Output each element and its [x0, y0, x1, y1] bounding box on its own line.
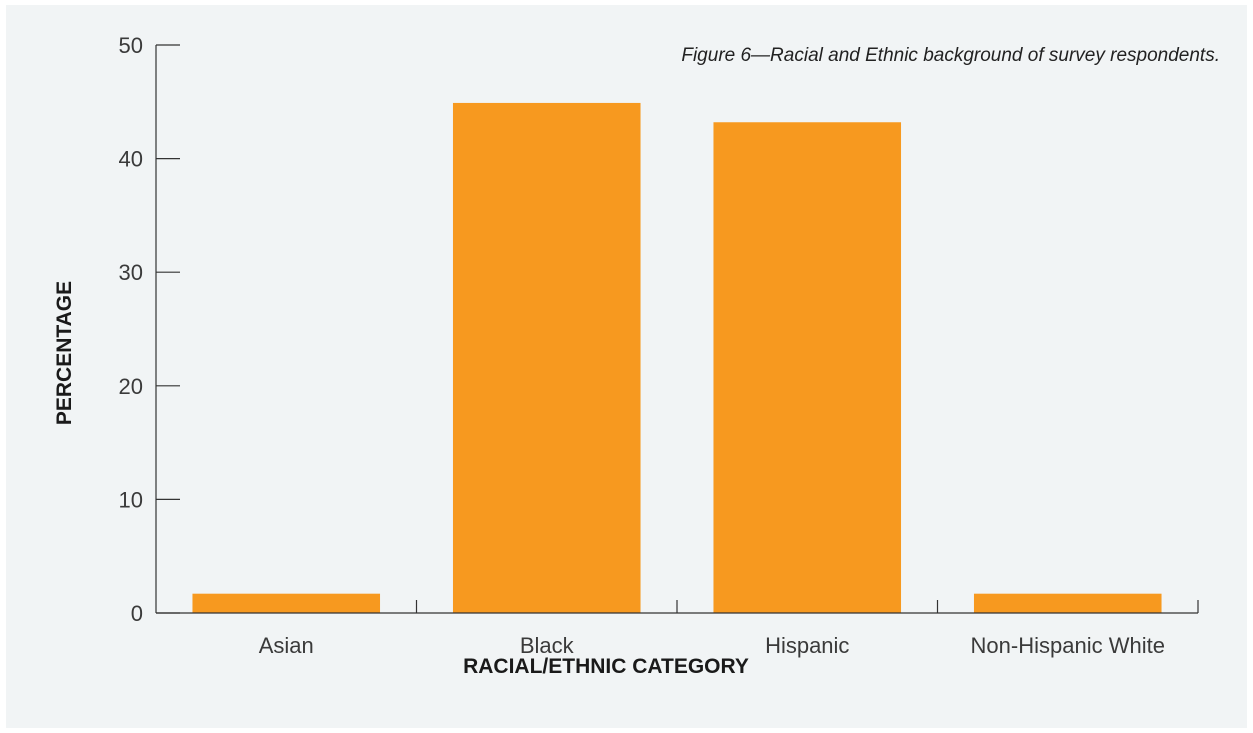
y-tick-label: 50 [119, 33, 143, 58]
bar [713, 122, 902, 614]
bars [192, 102, 1162, 614]
bar [192, 593, 381, 613]
y-tick-label: 10 [119, 487, 143, 512]
x-axis-ticks: Asian Black Hispanic Non-Hispanic White [259, 600, 1199, 658]
y-tick-label: 20 [119, 374, 143, 399]
x-tick-label: Black [520, 633, 575, 658]
x-axis-title: RACIAL/ETHNIC CATEGORY [463, 655, 749, 678]
bar [452, 102, 641, 613]
y-axis-title: PERCENTAGE [53, 281, 76, 425]
y-axis-ticks: 0 10 20 30 40 50 [119, 33, 180, 626]
y-tick-label: 30 [119, 260, 143, 285]
x-tick-label: Asian [259, 633, 314, 658]
y-tick-label: 40 [119, 147, 143, 172]
bar-chart: Figure 6—Racial and Ethnic background of… [53, 33, 1220, 678]
x-tick-label: Hispanic [765, 633, 849, 658]
bar [973, 593, 1162, 613]
chart-figure: Figure 6—Racial and Ethnic background of… [6, 5, 1247, 728]
chart-title: Figure 6—Racial and Ethnic background of… [681, 45, 1220, 66]
x-tick-label: Non-Hispanic White [971, 633, 1165, 658]
y-tick-label: 0 [131, 601, 143, 626]
